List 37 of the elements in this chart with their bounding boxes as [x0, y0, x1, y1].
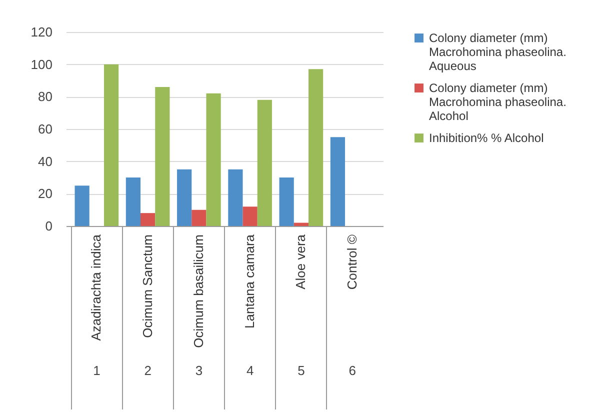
bar	[74, 186, 90, 226]
legend-label: Colony diameter (mm) Macrohomina phaseolina. Alcohol	[429, 81, 566, 123]
bar	[257, 100, 272, 226]
bar	[308, 69, 324, 226]
y-tick-label: 20	[38, 186, 52, 202]
text: 5	[298, 363, 305, 378]
text: 2	[144, 363, 152, 378]
text: 3	[195, 363, 203, 378]
bar	[192, 210, 206, 226]
bar	[155, 86, 170, 226]
x-tick-label: Ocimum basailicum	[190, 234, 206, 348]
x-tick-label: Azadirachta indica	[88, 234, 104, 341]
bar	[206, 93, 221, 226]
text: 6	[348, 363, 356, 378]
bar	[294, 222, 308, 226]
bar	[242, 206, 258, 226]
bar	[104, 64, 119, 226]
x-tick-label: Ocimum Sanctum	[140, 234, 155, 338]
bar	[279, 178, 294, 226]
y-tick-label: 40	[38, 154, 52, 169]
bar	[330, 137, 346, 226]
x-tick-label: Aloe vera	[293, 234, 308, 290]
bar	[228, 169, 243, 226]
bar	[140, 213, 156, 226]
legend-label: Inhibition% % Alcohol	[429, 131, 544, 145]
y-tick-label: 0	[45, 218, 52, 234]
y-tick-label: 100	[30, 56, 52, 72]
text: 4	[246, 363, 254, 378]
bar	[126, 178, 140, 226]
legend-label: Colony diameter (mm) Macrohomina phaseolina. Aqueous	[429, 31, 566, 73]
y-tick-label: 60	[38, 122, 52, 136]
y-tick-label: 120	[30, 24, 52, 40]
bar	[177, 169, 192, 226]
x-tick-label: Lantana camara	[242, 234, 258, 328]
y-tick-label: 80	[38, 89, 52, 104]
x-tick-label: Control ©	[344, 234, 360, 290]
text: 1	[93, 363, 100, 378]
